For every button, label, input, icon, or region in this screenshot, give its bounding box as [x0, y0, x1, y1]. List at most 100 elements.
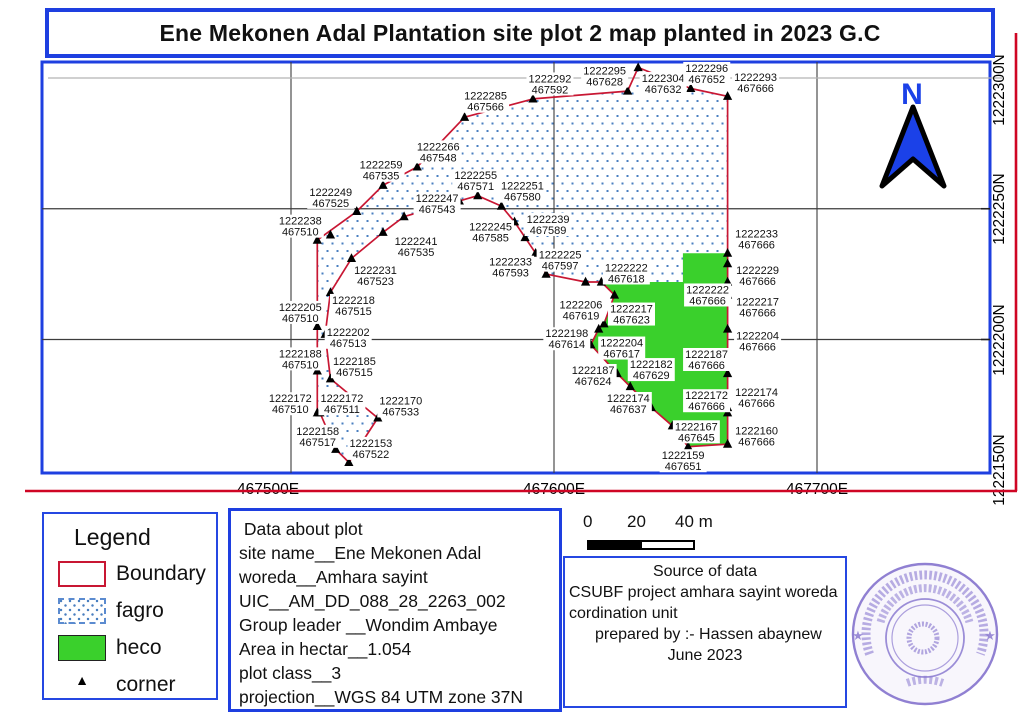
svg-text:467617: 467617	[603, 349, 640, 361]
corner-triangle	[722, 368, 733, 378]
svg-text:1222245: 1222245	[469, 221, 512, 233]
svg-text:1222185: 1222185	[333, 356, 376, 368]
svg-text:1222158: 1222158	[296, 426, 339, 438]
svg-text:1222172: 1222172	[269, 393, 312, 405]
svg-text:467515: 467515	[335, 306, 372, 318]
source-line: cordination unit	[569, 605, 678, 622]
svg-text:1222255: 1222255	[454, 170, 497, 182]
svg-text:467510: 467510	[282, 227, 319, 239]
heco-swatch	[58, 635, 106, 661]
svg-text:467666: 467666	[689, 295, 726, 307]
svg-text:1222222: 1222222	[605, 262, 648, 274]
stamp-rim-text	[861, 570, 989, 656]
ink-stamp: ★ ★	[851, 562, 999, 706]
scale-label-0: 0	[583, 512, 593, 531]
svg-text:467619: 467619	[563, 310, 600, 322]
corner-triangle	[625, 381, 635, 391]
corner-triangle-icon: ▲	[75, 672, 89, 688]
page-red-lines	[25, 33, 1018, 493]
data-about-plot-box: Data about plot site name__Ene Mekonen A…	[228, 508, 562, 712]
north-arrow-glyph	[879, 104, 947, 189]
svg-text:467585: 467585	[472, 232, 509, 244]
svg-text:1222160: 1222160	[735, 426, 778, 438]
corner-triangle	[528, 93, 538, 103]
x-axis-label: 467500E	[237, 481, 299, 498]
svg-text:1222304: 1222304	[642, 73, 685, 85]
corner-triangle	[352, 206, 362, 215]
svg-text:1222205: 1222205	[279, 302, 322, 314]
svg-text:1222188: 1222188	[279, 348, 322, 360]
svg-text:1222229: 1222229	[736, 265, 779, 277]
stamp-star: ★	[852, 628, 864, 643]
corner-triangle	[722, 248, 733, 257]
svg-text:1222187: 1222187	[572, 365, 615, 377]
source-line: Source of data	[652, 563, 758, 580]
svg-text:467580: 467580	[504, 192, 541, 204]
svg-text:467666: 467666	[739, 276, 776, 288]
corner-triangle	[633, 62, 643, 72]
svg-text:1222172: 1222172	[321, 393, 364, 405]
scale-label-40m: 40 m	[675, 512, 713, 531]
svg-text:1222217: 1222217	[610, 304, 653, 316]
svg-text:1222222: 1222222	[686, 284, 729, 296]
corner-triangle	[623, 85, 633, 95]
svg-text:467593: 467593	[492, 268, 529, 280]
corner-triangle	[331, 444, 341, 453]
svg-text:467566: 467566	[467, 102, 504, 114]
fagro-swatch	[58, 598, 106, 624]
svg-text:467652: 467652	[688, 74, 725, 86]
svg-text:467523: 467523	[357, 276, 394, 288]
svg-text:467666: 467666	[737, 83, 774, 95]
svg-text:1222218: 1222218	[332, 295, 375, 307]
corner-triangle	[580, 276, 591, 286]
svg-text:1222187: 1222187	[685, 349, 728, 361]
svg-text:1222217: 1222217	[736, 297, 779, 309]
plot-data-line: projection__WGS 84 UTM zone 37N	[239, 687, 524, 707]
scale-bar-filled-half	[589, 542, 642, 548]
legend-item-heco: heco	[58, 633, 216, 663]
corner-triangle	[325, 373, 336, 383]
corner-triangle	[686, 83, 696, 93]
plot-data-line: site name__Ene Mekonen Adal	[239, 543, 482, 563]
svg-text:467624: 467624	[575, 376, 612, 388]
corner-triangle	[344, 457, 354, 467]
svg-text:467623: 467623	[613, 315, 650, 327]
svg-text:1222251: 1222251	[501, 181, 544, 193]
svg-text:467629: 467629	[633, 370, 670, 382]
svg-text:467632: 467632	[645, 84, 682, 96]
legend-box: Legend Boundary fagro heco ▲ corner	[42, 512, 218, 700]
corner-triangle	[459, 112, 470, 121]
svg-text:467637: 467637	[610, 404, 647, 416]
stamp-outer-ring	[851, 562, 999, 706]
svg-text:467666: 467666	[738, 240, 775, 252]
corner-triangle	[346, 253, 357, 263]
svg-text:467533: 467533	[382, 406, 419, 418]
